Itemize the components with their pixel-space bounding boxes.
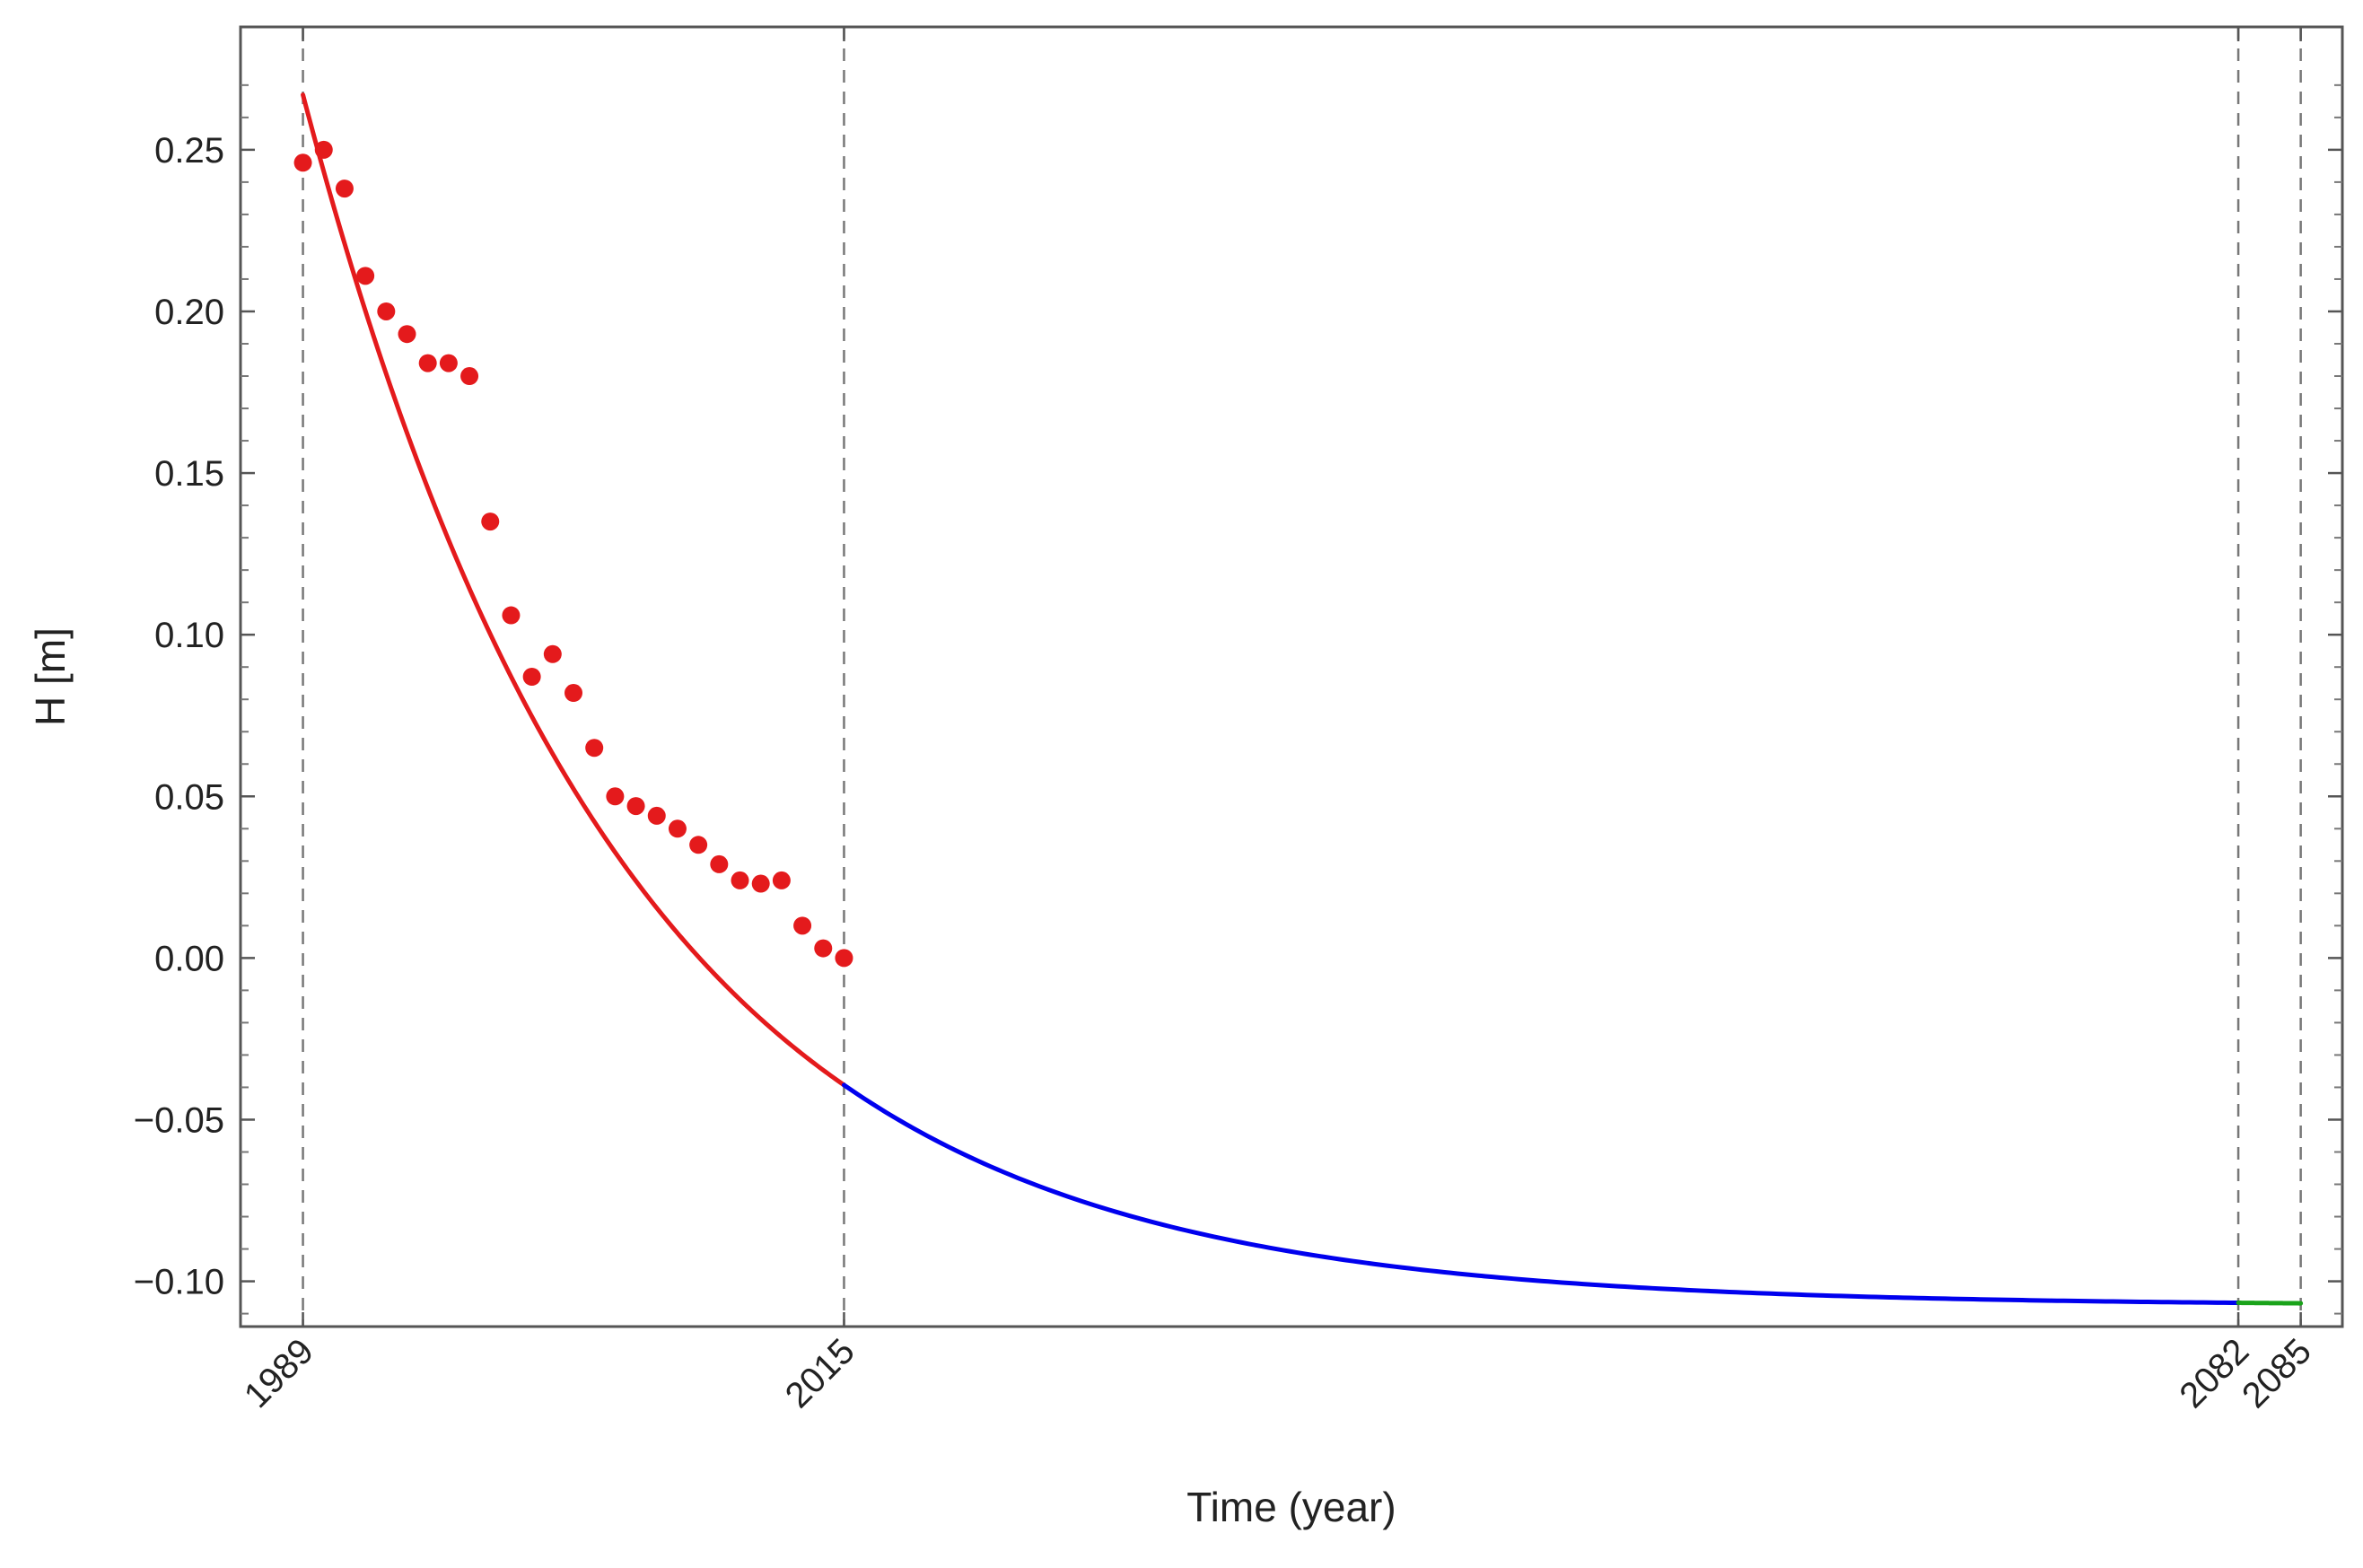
y-tick-label: 0.00: [154, 939, 224, 978]
fit-curve-3: [2236, 1301, 2304, 1306]
data-point: [522, 668, 541, 686]
data-point: [439, 354, 458, 372]
data-point: [835, 949, 853, 968]
data-point: [606, 787, 625, 806]
data-point: [626, 797, 645, 816]
data-point: [731, 871, 749, 889]
fit-curves: [301, 92, 2304, 1306]
data-point: [751, 874, 770, 893]
y-tick-label: 0.10: [154, 616, 224, 655]
y-tick-label: −0.05: [134, 1100, 224, 1140]
fit-curve-2: [841, 1082, 2241, 1306]
data-point: [689, 836, 708, 854]
y-tick-label: 0.20: [154, 293, 224, 332]
data-point: [460, 367, 479, 386]
data-point: [647, 806, 666, 825]
y-tick-label: −0.10: [134, 1263, 224, 1302]
y-axis-label: H [m]: [27, 627, 74, 726]
data-point: [398, 325, 416, 344]
plot-frame: [239, 25, 2344, 1328]
data-points: [293, 140, 853, 968]
data-point: [335, 180, 354, 198]
data-point: [481, 512, 500, 531]
x-tick-label: 2015: [778, 1331, 862, 1415]
data-point: [293, 153, 312, 172]
y-tick-label: 0.25: [154, 131, 224, 171]
axis-ticks: [241, 27, 2342, 1327]
tick-labels: 0.25 0.20 0.15 0.10 0.05 0.00 −0.05 −0.10 1989 20…: [134, 131, 2319, 1415]
x-tick-label: 1989: [237, 1331, 321, 1415]
data-point: [502, 606, 521, 625]
data-point: [377, 302, 396, 320]
x-tick-label: 2085: [2235, 1331, 2319, 1415]
x-axis-label: Time (year): [1186, 1484, 1396, 1530]
reference-lines: [302, 27, 2302, 1327]
y-tick-label: 0.05: [154, 777, 224, 817]
x-tick-label: 2082: [2172, 1331, 2256, 1415]
y-tick-label: 0.15: [154, 454, 224, 494]
data-point: [793, 916, 812, 935]
data-point: [668, 819, 687, 838]
data-point: [418, 354, 437, 372]
data-point: [710, 854, 729, 873]
data-point: [314, 140, 333, 159]
data-point: [543, 644, 562, 663]
data-point: [564, 684, 583, 703]
data-point: [356, 267, 375, 285]
data-point: [772, 871, 791, 889]
data-point: [814, 939, 833, 958]
data-point: [585, 739, 604, 758]
fit-curve-1: [301, 92, 846, 1088]
